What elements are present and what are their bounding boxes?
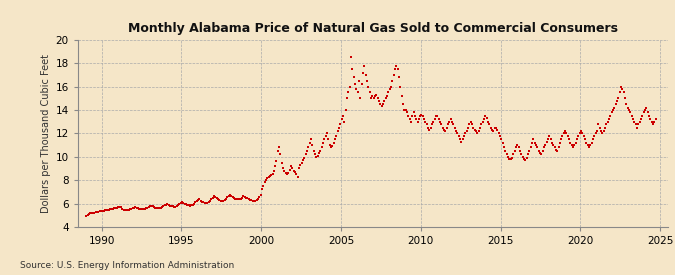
- Title: Monthly Alabama Price of Natural Gas Sold to Commercial Consumers: Monthly Alabama Price of Natural Gas Sol…: [128, 21, 618, 35]
- Y-axis label: Dollars per Thousand Cubic Feet: Dollars per Thousand Cubic Feet: [41, 54, 51, 213]
- Text: Source: U.S. Energy Information Administration: Source: U.S. Energy Information Administ…: [20, 260, 234, 270]
